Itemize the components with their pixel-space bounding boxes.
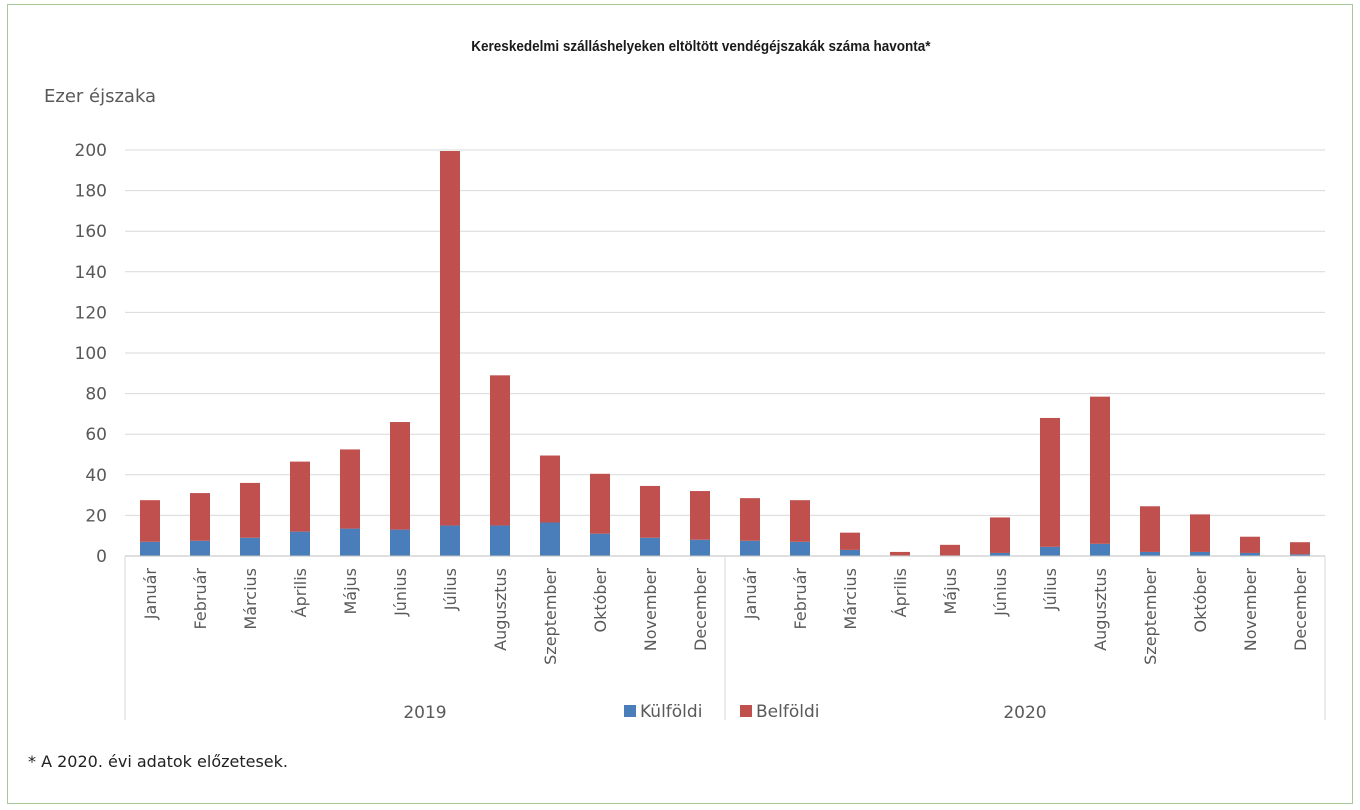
bar-kulfoldi: [790, 541, 810, 556]
bar-kulfoldi: [590, 533, 610, 556]
x-tick-label: Július: [1041, 568, 1060, 611]
bar-kulfoldi: [840, 549, 860, 556]
x-tick-label: December: [1291, 568, 1310, 651]
gridlines: [125, 149, 1325, 516]
legend-label: Belföldi: [756, 702, 819, 722]
bar-kulfoldi: [990, 552, 1010, 556]
bar-kulfoldi: [740, 540, 760, 556]
y-tick-label: 100: [75, 344, 107, 364]
bar-belfoldi: [1240, 536, 1260, 553]
y-tick-label: 20: [85, 506, 107, 526]
bar-kulfoldi: [490, 525, 510, 556]
y-tick-label: 160: [75, 222, 107, 242]
y-tick-label: 180: [75, 182, 107, 202]
x-tick-label: Augusztus: [1091, 568, 1110, 651]
x-tick-label: Június: [991, 568, 1010, 617]
y-tick-label: 40: [85, 466, 107, 486]
bar-kulfoldi: [140, 541, 160, 556]
bar-belfoldi: [390, 422, 410, 530]
bar-kulfoldi: [640, 537, 660, 556]
bar-kulfoldi: [1240, 552, 1260, 556]
legend-label: Külföldi: [640, 702, 702, 722]
bar-kulfoldi: [1290, 554, 1310, 556]
bar-kulfoldi: [390, 529, 410, 556]
x-axis: Január Február Március Április Május Június Jú…: [124, 555, 1326, 723]
bar-belfoldi: [890, 551, 910, 556]
bar-kulfoldi: [240, 537, 260, 556]
bar-belfoldi: [1090, 396, 1110, 544]
x-tick-label: Szeptember: [541, 568, 560, 665]
bar-kulfoldi: [1140, 551, 1160, 556]
footnote: * A 2020. évi adatok előzetesek.: [28, 752, 288, 771]
bar-belfoldi: [340, 449, 360, 529]
bar-belfoldi: [1190, 514, 1210, 552]
x-tick-label: Július: [441, 568, 460, 611]
x-tick-label: Március: [841, 568, 860, 630]
bar-kulfoldi: [440, 525, 460, 556]
x-tick-label: Október: [591, 568, 610, 633]
x-tick-label: Február: [791, 568, 810, 630]
y-tick-label: 120: [75, 303, 107, 323]
y-axis-ticks: 0 20 40 60 80 100 120 140 160 180 200: [75, 141, 107, 567]
bar-belfoldi: [840, 532, 860, 550]
bar-belfoldi: [1140, 506, 1160, 552]
x-tick-label: November: [1241, 568, 1260, 652]
bar-kulfoldi: [540, 522, 560, 556]
chart-title: Kereskedelmi szálláshelyeken eltöltött v…: [471, 38, 931, 55]
bars: [140, 151, 1310, 556]
bar-belfoldi: [940, 544, 960, 556]
y-tick-label: 60: [85, 425, 107, 445]
y-tick-label: 200: [75, 141, 107, 161]
x-tick-label: Március: [241, 568, 260, 630]
x-tick-label: Január: [141, 568, 160, 621]
chart-frame: [7, 4, 1353, 804]
bar-belfoldi: [140, 500, 160, 542]
x-tick-label: Június: [391, 568, 410, 617]
x-tick-label: Május: [341, 568, 360, 615]
bar-belfoldi: [490, 375, 510, 526]
legend-item: Belföldi: [740, 702, 819, 722]
bar-belfoldi: [290, 461, 310, 532]
x-tick-label: Május: [941, 568, 960, 615]
bar-kulfoldi: [1190, 551, 1210, 556]
x-tick-label: Október: [1191, 568, 1210, 633]
bar-belfoldi: [590, 473, 610, 534]
x-group-label: 2020: [1003, 703, 1046, 723]
bar-kulfoldi: [690, 539, 710, 556]
bar-belfoldi: [790, 500, 810, 542]
x-tick-label: Augusztus: [491, 568, 510, 651]
x-tick-label: Január: [741, 568, 760, 621]
x-tick-label: December: [691, 568, 710, 651]
legend-item: Külföldi: [624, 702, 702, 722]
x-tick-label: Április: [291, 568, 310, 617]
bar-kulfoldi: [1090, 543, 1110, 556]
bar-belfoldi: [990, 517, 1010, 553]
legend: Külföldi Belföldi: [624, 702, 819, 722]
bar-belfoldi: [690, 491, 710, 540]
bar-belfoldi: [1290, 542, 1310, 555]
bar-kulfoldi: [340, 528, 360, 556]
legend-swatch: [740, 705, 752, 717]
bar-belfoldi: [240, 482, 260, 538]
x-tick-label: Szeptember: [1141, 568, 1160, 665]
bar-belfoldi: [740, 498, 760, 541]
bar-belfoldi: [190, 493, 210, 541]
bar-kulfoldi: [190, 540, 210, 556]
bar-belfoldi: [640, 485, 660, 538]
y-tick-label: 0: [96, 547, 107, 567]
x-tick-label: Április: [891, 568, 910, 617]
bar-kulfoldi: [1040, 546, 1060, 556]
y-tick-label: 140: [75, 263, 107, 283]
y-tick-label: 80: [85, 385, 107, 405]
y-axis-unit-label: Ezer éjszaka: [44, 86, 157, 107]
bar-belfoldi: [540, 455, 560, 523]
legend-swatch: [624, 705, 636, 717]
bar-kulfoldi: [290, 531, 310, 556]
x-tick-label: Február: [191, 568, 210, 630]
bar-belfoldi: [440, 151, 460, 526]
x-tick-label: November: [641, 568, 660, 652]
x-group-label: 2019: [403, 703, 446, 723]
bar-belfoldi: [1040, 417, 1060, 547]
